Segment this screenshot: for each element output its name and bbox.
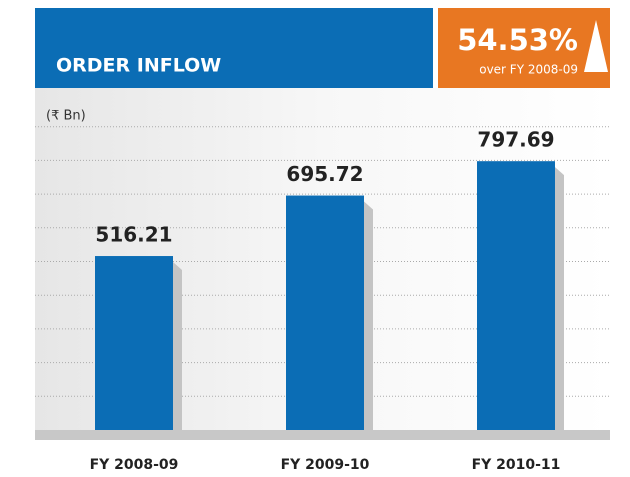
bar-shadow — [173, 262, 182, 430]
base-band — [35, 430, 610, 440]
badge-value: 54.53% — [457, 23, 578, 57]
badge-caption: over FY 2008-09 — [479, 63, 578, 77]
chart-title: ORDER INFLOW — [56, 55, 221, 77]
bar — [477, 161, 555, 430]
y-unit: (₹ Bn) — [46, 109, 86, 124]
header-bar — [35, 8, 433, 88]
x-tick-label: FY 2010-11 — [472, 457, 561, 473]
badge — [438, 8, 610, 88]
up-arrow — [584, 20, 608, 72]
bar-shadow — [555, 167, 564, 430]
x-tick-label: FY 2009-10 — [281, 457, 370, 473]
bar-shadow — [364, 201, 373, 430]
value-label: 797.69 — [477, 128, 554, 152]
value-label: 695.72 — [286, 162, 363, 186]
bar — [95, 256, 173, 430]
value-label: 516.21 — [95, 223, 172, 247]
x-tick-label: FY 2008-09 — [90, 457, 179, 473]
bar — [286, 195, 364, 430]
